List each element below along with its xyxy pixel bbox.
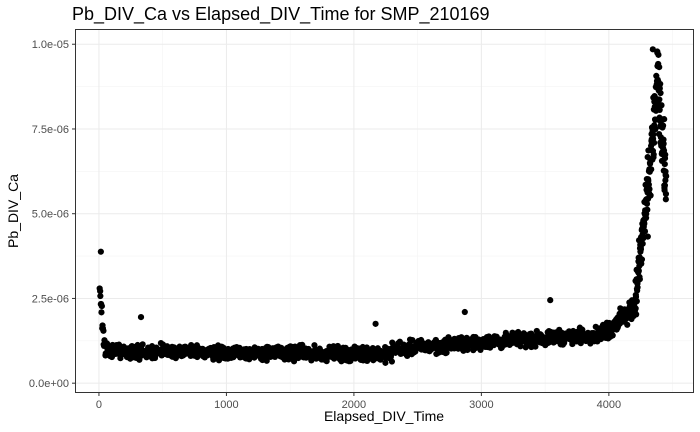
data-point bbox=[656, 106, 663, 113]
data-point bbox=[641, 220, 648, 228]
data-point bbox=[97, 287, 104, 295]
data-point bbox=[656, 96, 663, 103]
x-tick-label: 1000 bbox=[214, 399, 238, 411]
data-point bbox=[443, 349, 450, 356]
data-point bbox=[461, 308, 468, 316]
data-point bbox=[663, 173, 670, 180]
x-tick-label: 3000 bbox=[469, 399, 493, 411]
data-point bbox=[649, 46, 656, 53]
data-point bbox=[638, 256, 646, 263]
y-tick-label: 7.5e-06 bbox=[32, 124, 69, 136]
data-point bbox=[100, 327, 107, 334]
data-point bbox=[636, 276, 643, 283]
data-point bbox=[639, 240, 646, 247]
y-tick-label: 5.0e-06 bbox=[32, 209, 69, 221]
x-tick-label: 0 bbox=[96, 399, 102, 411]
data-point bbox=[97, 248, 104, 255]
y-tick-label: 2.5e-06 bbox=[32, 293, 69, 305]
data-point bbox=[661, 160, 668, 168]
data-point bbox=[657, 89, 664, 97]
data-point bbox=[648, 166, 655, 173]
data-point bbox=[637, 246, 645, 253]
data-point bbox=[632, 305, 639, 312]
data-point bbox=[650, 131, 657, 138]
chart-title: Pb_DIV_Ca vs Elapsed_DIV_Time for SMP_21… bbox=[72, 4, 490, 25]
y-axis-title: Pb_DIV_Ca bbox=[5, 174, 21, 248]
data-point bbox=[662, 190, 670, 198]
data-point bbox=[650, 151, 657, 158]
data-point bbox=[98, 309, 105, 316]
data-point bbox=[657, 80, 664, 88]
minor-gridlines bbox=[76, 30, 693, 392]
data-point bbox=[517, 343, 524, 350]
y-axis-ticks: 0.0e+00 2.5e-06 5.0e-06 7.5e-06 1.0e-05 bbox=[29, 39, 76, 390]
data-point bbox=[532, 343, 539, 350]
data-point bbox=[97, 292, 104, 300]
x-tick-label: 4000 bbox=[597, 399, 621, 411]
data-point bbox=[609, 332, 616, 339]
data-point bbox=[641, 228, 649, 235]
data-point bbox=[658, 102, 665, 109]
data-point bbox=[660, 140, 667, 147]
data-point bbox=[644, 206, 651, 213]
data-point bbox=[650, 139, 658, 146]
data-point bbox=[137, 313, 145, 321]
plot-panel-border bbox=[75, 29, 694, 393]
data-point bbox=[382, 359, 389, 366]
data-point bbox=[654, 49, 661, 56]
data-point bbox=[624, 321, 631, 328]
data-point bbox=[656, 64, 663, 71]
data-point bbox=[646, 185, 653, 193]
data-point bbox=[547, 297, 554, 304]
data-point bbox=[659, 122, 667, 129]
data-point bbox=[643, 200, 651, 207]
data-point bbox=[644, 233, 651, 240]
data-point bbox=[139, 341, 146, 348]
data-point bbox=[647, 192, 654, 199]
y-tick-label: 0.0e+00 bbox=[29, 378, 69, 390]
data-point bbox=[662, 196, 669, 203]
x-axis-ticks: 0 1000 2000 3000 4000 bbox=[96, 392, 621, 411]
data-point bbox=[388, 358, 395, 365]
x-axis-title: Elapsed_DIV_Time bbox=[324, 408, 444, 424]
data-points bbox=[96, 46, 670, 366]
data-point bbox=[662, 151, 669, 158]
data-point bbox=[634, 284, 641, 291]
data-point bbox=[661, 182, 669, 189]
data-point bbox=[98, 303, 105, 310]
y-tick-label: 1.0e-05 bbox=[32, 39, 69, 51]
data-point bbox=[633, 311, 640, 318]
data-point bbox=[569, 340, 576, 348]
data-point bbox=[458, 334, 465, 341]
data-point bbox=[661, 116, 668, 123]
data-point bbox=[372, 320, 379, 327]
x-tick-label: 2000 bbox=[342, 399, 366, 411]
data-point bbox=[652, 125, 659, 133]
data-point bbox=[633, 298, 640, 305]
data-point bbox=[635, 267, 642, 274]
data-point bbox=[117, 355, 124, 362]
